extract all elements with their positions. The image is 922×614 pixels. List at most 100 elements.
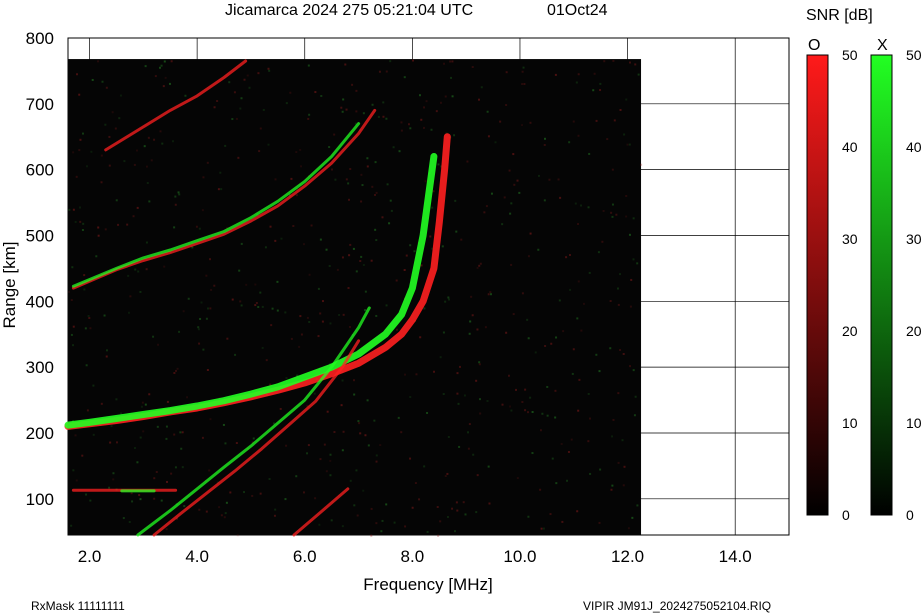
noise-speckle-dot [147, 136, 150, 139]
noise-speckle-dot [254, 304, 257, 307]
noise-speckle-dot [320, 94, 323, 97]
noise-speckle-dot [163, 60, 166, 63]
noise-speckle-dot [610, 488, 613, 491]
noise-speckle-dot [101, 80, 104, 83]
noise-speckle-dot [201, 209, 204, 212]
noise-speckle-dot [81, 132, 84, 135]
noise-speckle-dot [539, 488, 542, 491]
noise-speckle-dot [606, 138, 609, 141]
noise-speckle-dot [633, 414, 636, 417]
noise-speckle-dot [475, 511, 478, 514]
noise-speckle-dot [71, 266, 74, 269]
noise-speckle-dot [628, 143, 631, 146]
noise-speckle-dot [276, 280, 279, 283]
noise-speckle-dot [255, 301, 258, 304]
noise-speckle-dot [468, 423, 471, 426]
noise-speckle-dot [587, 206, 590, 209]
noise-speckle-dot [273, 514, 276, 517]
noise-speckle-dot [165, 425, 168, 428]
noise-speckle-dot [629, 61, 632, 64]
noise-speckle-dot [112, 478, 115, 481]
noise-speckle-dot [370, 259, 373, 262]
noise-speckle-dot [210, 288, 213, 291]
noise-speckle-dot [351, 83, 354, 86]
noise-speckle-dot [97, 226, 100, 229]
noise-speckle-dot [362, 264, 365, 267]
noise-speckle-dot [448, 298, 451, 301]
noise-speckle-dot [625, 98, 628, 101]
noise-speckle-dot [165, 437, 168, 440]
noise-speckle-dot [123, 160, 126, 163]
noise-speckle-dot [108, 164, 111, 167]
noise-speckle-dot [631, 516, 634, 519]
noise-speckle-dot [295, 194, 298, 197]
noise-speckle-dot [317, 287, 320, 290]
noise-speckle-dot [375, 522, 378, 525]
noise-speckle-dot [290, 337, 293, 340]
noise-speckle-dot [262, 108, 265, 111]
noise-speckle-dot [412, 59, 415, 62]
noise-speckle-dot [634, 395, 637, 398]
noise-speckle-dot [261, 346, 264, 349]
noise-speckle-dot [119, 94, 122, 97]
noise-speckle-dot [446, 472, 449, 475]
noise-speckle-dot [307, 444, 310, 447]
x-tick-label: 12.0 [611, 547, 644, 566]
noise-speckle-dot [72, 344, 75, 347]
noise-speckle-dot [478, 264, 481, 267]
noise-speckle-dot [345, 108, 348, 111]
noise-speckle-dot [224, 442, 227, 445]
noise-speckle-dot [371, 103, 374, 106]
noise-speckle-dot [306, 452, 309, 455]
colorbar-tick-label: 40 [842, 139, 858, 155]
noise-speckle-dot [166, 400, 169, 403]
noise-speckle-dot [177, 191, 180, 194]
noise-speckle-dot [139, 290, 142, 293]
noise-speckle-dot [154, 75, 157, 78]
noise-speckle-dot [501, 223, 504, 226]
x-tick-label: 8.0 [401, 547, 425, 566]
noise-speckle-dot [349, 325, 352, 328]
noise-speckle-dot [640, 163, 643, 166]
noise-speckle-dot [342, 430, 345, 433]
noise-speckle-dot [284, 498, 287, 501]
noise-speckle-dot [166, 480, 169, 483]
noise-speckle-dot [342, 98, 345, 101]
noise-speckle-dot [453, 530, 456, 533]
noise-speckle-dot [240, 97, 243, 100]
noise-speckle-dot [157, 343, 160, 346]
noise-speckle-dot [407, 123, 410, 126]
noise-speckle-dot [426, 411, 429, 414]
noise-speckle-dot [429, 235, 432, 238]
noise-speckle-dot [424, 180, 427, 183]
noise-speckle-dot [472, 453, 475, 456]
noise-speckle-dot [358, 422, 361, 425]
noise-speckle-dot [578, 378, 581, 381]
noise-speckle-dot [132, 215, 135, 218]
noise-speckle-dot [191, 246, 194, 249]
noise-speckle-dot [237, 156, 240, 159]
noise-speckle-dot [243, 78, 246, 81]
noise-speckle-dot [95, 255, 98, 258]
noise-speckle-dot [373, 419, 376, 422]
noise-speckle-dot [254, 283, 257, 286]
noise-speckle-dot [111, 111, 114, 114]
noise-speckle-dot [409, 127, 412, 130]
noise-speckle-dot [425, 100, 428, 103]
noise-speckle-dot [240, 242, 243, 245]
noise-speckle-dot [632, 217, 635, 220]
noise-speckle-dot [79, 206, 82, 209]
noise-speckle-dot [610, 211, 613, 214]
noise-speckle-dot [359, 432, 362, 435]
noise-speckle-dot [134, 268, 137, 271]
noise-speckle-dot [226, 337, 229, 340]
noise-speckle-dot [200, 301, 203, 304]
noise-speckle-dot [328, 265, 331, 268]
noise-speckle-dot [181, 431, 184, 434]
noise-speckle-dot [209, 307, 212, 310]
noise-speckle-dot [487, 465, 490, 468]
noise-speckle-dot [342, 313, 345, 316]
noise-speckle-dot [179, 431, 182, 434]
noise-speckle-dot [302, 243, 305, 246]
noise-speckle-dot [516, 179, 519, 182]
